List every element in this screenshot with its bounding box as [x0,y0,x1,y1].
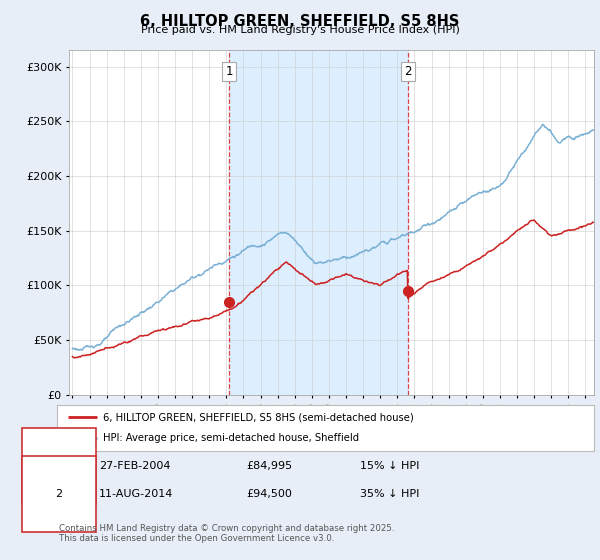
Text: £84,995: £84,995 [246,461,292,471]
Text: 2: 2 [404,64,412,78]
Text: Contains HM Land Registry data © Crown copyright and database right 2025.
This d: Contains HM Land Registry data © Crown c… [59,524,394,543]
Text: 35% ↓ HPI: 35% ↓ HPI [360,489,419,499]
Text: 1: 1 [226,64,233,78]
Text: 1: 1 [55,461,62,471]
Text: Price paid vs. HM Land Registry's House Price Index (HPI): Price paid vs. HM Land Registry's House … [140,25,460,35]
Text: 11-AUG-2014: 11-AUG-2014 [99,489,173,499]
Text: 27-FEB-2004: 27-FEB-2004 [99,461,170,471]
Text: 15% ↓ HPI: 15% ↓ HPI [360,461,419,471]
Text: 6, HILLTOP GREEN, SHEFFIELD, S5 8HS: 6, HILLTOP GREEN, SHEFFIELD, S5 8HS [140,14,460,29]
Text: 6, HILLTOP GREEN, SHEFFIELD, S5 8HS (semi-detached house): 6, HILLTOP GREEN, SHEFFIELD, S5 8HS (sem… [103,412,413,422]
Text: HPI: Average price, semi-detached house, Sheffield: HPI: Average price, semi-detached house,… [103,433,359,444]
Text: 2: 2 [55,489,62,499]
Text: £94,500: £94,500 [246,489,292,499]
Bar [229,50,408,395]
